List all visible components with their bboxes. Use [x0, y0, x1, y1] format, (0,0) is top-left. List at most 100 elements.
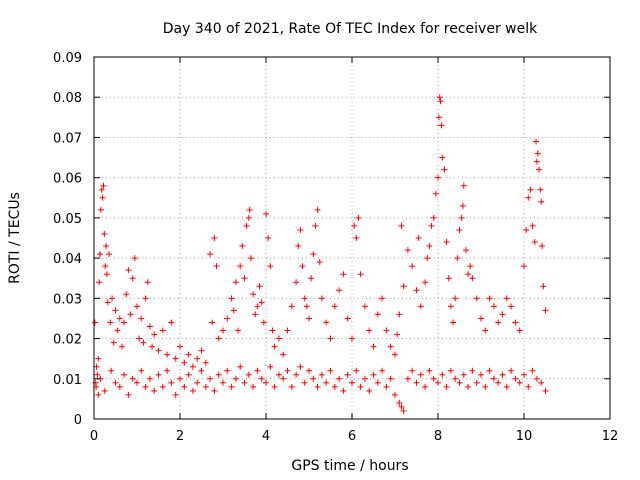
data-point — [95, 391, 102, 398]
data-point — [232, 279, 239, 286]
data-point — [490, 303, 497, 310]
data-point — [293, 371, 300, 378]
data-point — [435, 379, 441, 386]
data-point — [263, 210, 269, 217]
data-point — [441, 166, 448, 173]
data-point — [177, 343, 183, 350]
data-point — [168, 379, 175, 386]
data-point — [435, 114, 442, 121]
x-tick-label: 8 — [434, 429, 442, 444]
data-point — [93, 363, 100, 370]
data-point — [181, 383, 188, 390]
data-point — [271, 343, 278, 350]
data-point — [107, 319, 114, 326]
data-point — [215, 371, 222, 378]
data-point — [435, 174, 441, 181]
data-point — [308, 275, 315, 282]
data-point — [96, 279, 103, 286]
data-point — [140, 339, 147, 346]
data-point — [209, 319, 216, 326]
data-point — [450, 319, 457, 326]
data-point — [495, 379, 502, 386]
data-point — [129, 275, 136, 282]
data-point — [392, 391, 398, 398]
data-point — [280, 375, 287, 382]
data-point — [155, 347, 162, 354]
data-point — [97, 251, 104, 258]
y-tick-label: 0.02 — [53, 333, 82, 348]
data-point — [131, 255, 138, 262]
data-point — [336, 375, 343, 382]
data-point — [540, 283, 547, 290]
data-point — [467, 263, 474, 270]
data-point — [151, 387, 158, 394]
data-point — [436, 94, 443, 101]
data-point — [220, 327, 226, 334]
data-point — [527, 186, 534, 193]
data-point — [306, 315, 312, 322]
data-point — [361, 303, 368, 310]
data-point — [116, 383, 123, 390]
data-point — [306, 367, 312, 374]
data-point — [121, 371, 128, 378]
data-point — [394, 331, 401, 338]
data-point — [118, 343, 125, 350]
data-point — [439, 371, 446, 378]
data-point — [207, 375, 214, 382]
data-point — [129, 375, 136, 382]
data-point — [288, 383, 295, 390]
data-point — [159, 383, 166, 390]
data-point — [98, 186, 105, 193]
data-point — [314, 206, 321, 213]
data-point — [267, 263, 274, 270]
data-point — [357, 271, 364, 278]
data-point — [331, 303, 338, 310]
data-point — [172, 391, 179, 398]
data-point — [269, 327, 276, 334]
data-point — [482, 327, 489, 334]
data-point — [110, 339, 117, 346]
data-point — [136, 335, 143, 342]
data-point — [465, 271, 472, 278]
axis-ticks: 0 2 4 6 8 10 12 0 0.01 0.02 0.03 0.04 0.05 0.06 0.07 0.… — [53, 51, 618, 444]
data-point — [144, 279, 151, 286]
data-point — [101, 387, 108, 394]
data-point — [469, 275, 476, 282]
data-point — [260, 319, 267, 326]
data-point — [508, 303, 515, 310]
data-point — [95, 355, 102, 362]
data-point — [198, 347, 205, 354]
data-point — [237, 363, 244, 370]
data-point — [310, 375, 317, 382]
data-point — [357, 383, 364, 390]
data-point — [301, 379, 308, 386]
data-point — [108, 367, 115, 374]
data-point — [422, 383, 429, 390]
data-point — [482, 383, 489, 390]
data-point — [495, 319, 502, 326]
data-point — [258, 375, 265, 382]
data-point — [392, 351, 398, 358]
data-point — [443, 239, 450, 246]
data-point — [344, 371, 351, 378]
data-point — [462, 247, 469, 254]
data-point — [473, 379, 480, 386]
data-point — [529, 367, 536, 374]
data-point — [247, 255, 254, 262]
data-point — [537, 186, 544, 193]
data-point — [314, 383, 321, 390]
data-point — [490, 375, 497, 382]
data-point — [355, 214, 362, 221]
x-axis-title: GPS time / hours — [291, 458, 408, 474]
data-point — [366, 327, 373, 334]
data-point — [521, 371, 527, 378]
data-point — [177, 375, 183, 382]
data-point — [344, 315, 351, 322]
data-points — [91, 94, 549, 414]
data-point — [245, 371, 252, 378]
data-point — [103, 243, 110, 250]
data-point — [297, 226, 304, 233]
data-point — [469, 367, 476, 374]
data-point — [125, 391, 132, 398]
